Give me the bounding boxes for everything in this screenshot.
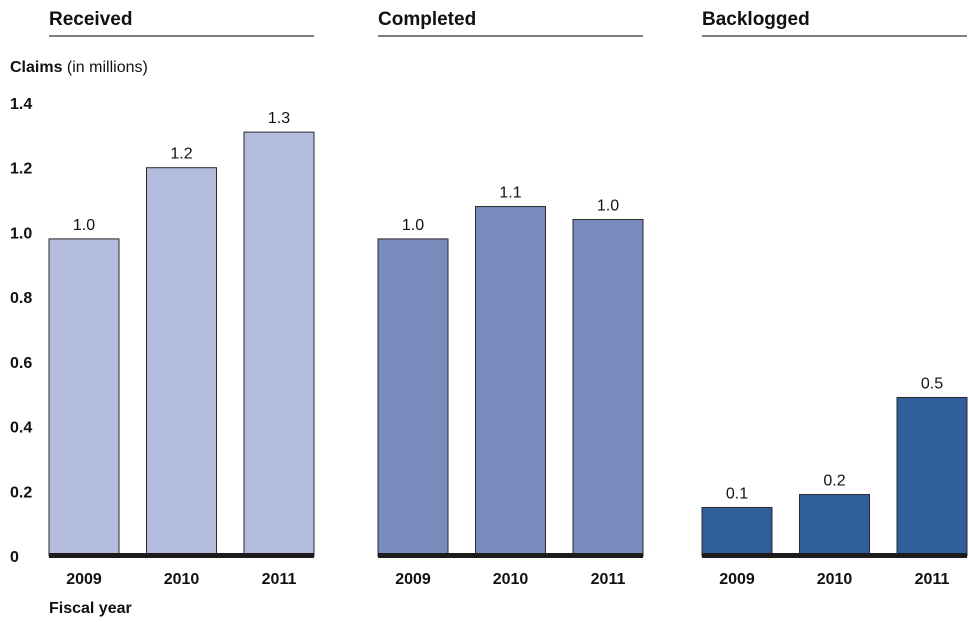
x-axis-title: Fiscal year bbox=[49, 600, 132, 617]
y-tick-label: 1.0 bbox=[10, 225, 32, 242]
category-label: 2009 bbox=[66, 571, 102, 588]
bar-value-label: 1.2 bbox=[170, 146, 192, 163]
bar-value-label: 0.1 bbox=[726, 485, 748, 502]
y-tick-label: 0.8 bbox=[10, 290, 32, 307]
bar bbox=[48, 238, 120, 557]
bar bbox=[799, 494, 870, 557]
category-label: 2010 bbox=[817, 571, 853, 588]
category-label: 2009 bbox=[395, 571, 431, 588]
bar bbox=[243, 131, 315, 557]
chart-panels: Received 1.0 2009 1.2 2010 1.3 2011 Completed 1.… bbox=[48, 9, 968, 588]
y-axis-title-rest: (in millions) bbox=[62, 59, 147, 76]
category-label: 2011 bbox=[591, 571, 626, 588]
y-axis-title-bold: Claims bbox=[10, 59, 63, 76]
panel-title: Received bbox=[49, 9, 132, 30]
bar bbox=[572, 218, 644, 557]
category-label: 2009 bbox=[719, 571, 755, 588]
category-label: 2010 bbox=[164, 571, 200, 588]
y-tick-label: 0.2 bbox=[10, 484, 32, 501]
bar-value-label: 1.1 bbox=[499, 185, 521, 202]
bar-value-label: 0.5 bbox=[921, 375, 943, 392]
panel-received: Received 1.0 2009 1.2 2010 1.3 2011 bbox=[48, 9, 315, 588]
panel-completed: Completed 1.0 2009 1.1 2010 1.0 2011 bbox=[377, 9, 644, 588]
category-label: 2011 bbox=[915, 571, 950, 588]
bar bbox=[475, 206, 546, 557]
bar-value-label: 1.0 bbox=[73, 217, 95, 234]
bar bbox=[146, 167, 217, 557]
baseline bbox=[702, 553, 967, 558]
panel-title: Completed bbox=[378, 9, 476, 30]
bar-value-label: 1.0 bbox=[597, 197, 619, 214]
bar bbox=[896, 396, 968, 557]
y-tick-label: 0.4 bbox=[10, 420, 32, 437]
y-tick-label: 0.6 bbox=[10, 355, 32, 372]
baseline bbox=[378, 553, 643, 558]
y-tick-label: 1.2 bbox=[10, 161, 32, 178]
bar bbox=[701, 506, 773, 557]
y-tick-label: 1.4 bbox=[10, 96, 32, 113]
baseline bbox=[49, 553, 314, 558]
bar bbox=[377, 238, 449, 557]
y-tick-label: 0 bbox=[10, 549, 19, 566]
bar-value-label: 0.2 bbox=[823, 473, 845, 490]
panel-title: Backlogged bbox=[702, 9, 810, 30]
category-label: 2010 bbox=[493, 571, 529, 588]
category-label: 2011 bbox=[262, 571, 297, 588]
y-axis-title: Claims (in millions) bbox=[10, 59, 148, 76]
y-axis-ticks: 0 0.2 0.4 0.6 0.8 1.0 1.2 1.4 bbox=[10, 96, 32, 566]
panel-backlogged: Backlogged 0.1 2009 0.2 2010 0.5 2011 bbox=[701, 9, 968, 588]
bar-value-label: 1.0 bbox=[402, 217, 424, 234]
bar-value-label: 1.3 bbox=[268, 110, 290, 127]
